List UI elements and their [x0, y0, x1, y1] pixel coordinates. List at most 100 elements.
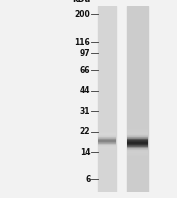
- Bar: [127, 124, 148, 125]
- Bar: [127, 153, 148, 154]
- Bar: [127, 145, 148, 146]
- Bar: [127, 6, 148, 192]
- Bar: [98, 54, 116, 55]
- Bar: [98, 120, 116, 121]
- Bar: [127, 151, 148, 152]
- Bar: [98, 183, 116, 184]
- Bar: [98, 117, 116, 118]
- Bar: [98, 172, 116, 173]
- Bar: [98, 17, 116, 18]
- Bar: [98, 123, 116, 124]
- Bar: [98, 168, 116, 169]
- Bar: [127, 168, 148, 169]
- Bar: [98, 166, 116, 167]
- Bar: [127, 11, 148, 12]
- Bar: [98, 160, 116, 161]
- Bar: [98, 157, 116, 158]
- Bar: [127, 107, 148, 108]
- Bar: [127, 66, 148, 67]
- Bar: [127, 169, 148, 170]
- Bar: [127, 84, 148, 85]
- Bar: [98, 99, 116, 100]
- Bar: [127, 165, 148, 166]
- Bar: [98, 53, 116, 54]
- Bar: [98, 142, 116, 143]
- Bar: [127, 167, 148, 168]
- Bar: [127, 175, 148, 176]
- Bar: [98, 14, 116, 15]
- Bar: [98, 71, 116, 72]
- Bar: [127, 174, 148, 175]
- Bar: [98, 134, 116, 135]
- Bar: [127, 87, 148, 88]
- Text: 44: 44: [80, 86, 90, 95]
- Bar: [127, 191, 148, 192]
- Bar: [98, 6, 116, 192]
- Bar: [127, 15, 148, 16]
- Bar: [98, 36, 116, 37]
- Bar: [98, 175, 116, 176]
- Bar: [127, 105, 148, 106]
- Bar: [127, 43, 148, 44]
- Bar: [98, 122, 116, 123]
- Bar: [98, 163, 116, 164]
- Bar: [127, 50, 148, 51]
- Bar: [127, 101, 148, 102]
- Bar: [127, 68, 148, 69]
- Bar: [98, 91, 116, 92]
- Bar: [127, 51, 148, 52]
- Bar: [127, 127, 148, 128]
- Bar: [127, 41, 148, 42]
- Bar: [127, 23, 148, 24]
- Bar: [127, 163, 148, 164]
- Bar: [98, 173, 116, 174]
- Bar: [98, 78, 116, 79]
- Bar: [127, 99, 148, 100]
- Bar: [98, 170, 116, 171]
- Bar: [127, 18, 148, 19]
- Bar: [98, 144, 116, 145]
- Bar: [98, 22, 116, 23]
- Bar: [127, 132, 148, 133]
- Bar: [127, 29, 148, 30]
- Bar: [98, 94, 116, 95]
- Bar: [127, 143, 148, 144]
- Bar: [127, 185, 148, 186]
- Bar: [98, 90, 116, 91]
- Bar: [98, 93, 116, 94]
- Bar: [98, 143, 116, 144]
- Bar: [127, 54, 148, 55]
- Bar: [127, 21, 148, 22]
- Bar: [98, 116, 116, 117]
- Bar: [127, 95, 148, 96]
- Bar: [98, 150, 116, 151]
- Bar: [98, 83, 116, 84]
- Bar: [98, 80, 116, 81]
- Bar: [98, 15, 116, 16]
- Bar: [127, 106, 148, 107]
- Bar: [127, 48, 148, 49]
- Bar: [98, 66, 116, 67]
- Bar: [98, 110, 116, 111]
- Bar: [127, 157, 148, 158]
- Bar: [98, 103, 116, 104]
- Bar: [98, 79, 116, 80]
- Bar: [127, 55, 148, 56]
- Bar: [98, 125, 116, 126]
- Bar: [98, 106, 116, 107]
- Bar: [127, 139, 148, 140]
- Bar: [127, 6, 148, 7]
- Bar: [127, 141, 148, 142]
- Bar: [98, 186, 116, 187]
- Bar: [127, 36, 148, 37]
- Bar: [127, 85, 148, 86]
- Bar: [98, 87, 116, 88]
- Bar: [127, 20, 148, 21]
- Bar: [98, 26, 116, 27]
- Bar: [98, 132, 116, 133]
- Bar: [98, 86, 116, 87]
- Bar: [127, 184, 148, 185]
- Bar: [98, 42, 116, 43]
- Bar: [98, 31, 116, 32]
- Bar: [127, 177, 148, 178]
